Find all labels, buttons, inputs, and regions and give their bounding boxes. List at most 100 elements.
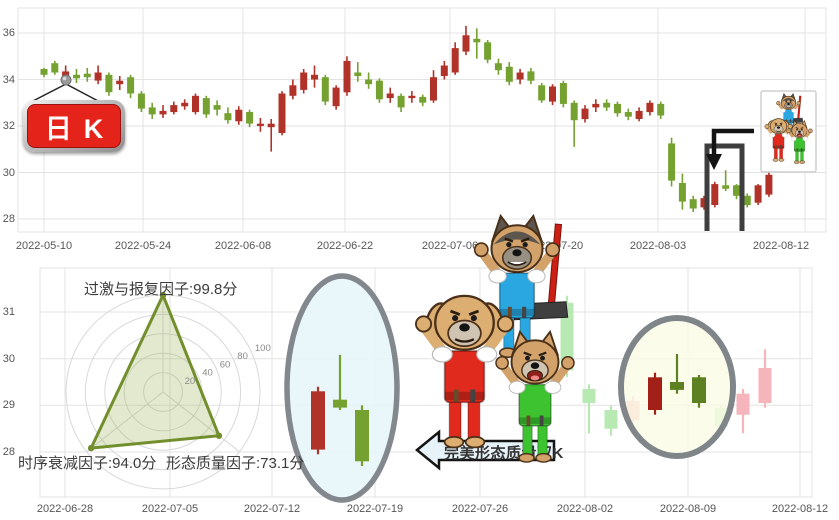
mini-blue-overalls-dog-with-hammer — [776, 92, 804, 134]
candle — [538, 83, 546, 103]
candle — [624, 108, 632, 121]
candle — [733, 184, 740, 200]
radar-chart: 20 40 60 80 100 — [65, 291, 271, 490]
candle — [343, 56, 351, 96]
radar-polygon — [88, 291, 222, 450]
template-candle — [333, 354, 347, 410]
y-axis-tick-label: 30 — [2, 352, 15, 365]
candle — [224, 107, 232, 124]
candle — [170, 101, 178, 115]
template-candle — [355, 405, 369, 466]
candle — [235, 106, 243, 125]
template-candle — [311, 386, 325, 455]
candle — [451, 42, 459, 75]
candle — [202, 95, 210, 118]
radar-tick-label: 40 — [202, 368, 213, 379]
perfect-pattern-template-candles — [311, 354, 369, 466]
red-overalls-dog — [415, 294, 514, 449]
y-axis-tick-label: 28 — [2, 213, 15, 225]
down-arrow-from-dog-box — [706, 128, 754, 170]
candle — [83, 67, 91, 82]
candle — [311, 65, 318, 88]
candle — [137, 91, 145, 112]
candle — [246, 109, 254, 128]
candle — [213, 100, 221, 116]
candle — [635, 107, 643, 122]
radar-factor-label-top: 过激与报复因子:99.8分 — [84, 281, 238, 298]
candle — [289, 79, 297, 100]
x-axis-tick-label: 2022-08-02 — [556, 503, 614, 515]
candle — [40, 67, 48, 78]
candle — [397, 93, 405, 112]
candle — [181, 99, 189, 110]
candle-faded — [758, 349, 772, 408]
x-axis-tick-label: 2022-07-12 — [243, 503, 301, 515]
x-axis-tick-label: 2022-07-26 — [451, 503, 509, 515]
candle — [105, 72, 113, 96]
candle — [332, 85, 340, 110]
candle — [375, 78, 383, 103]
candle — [516, 69, 524, 85]
candle — [494, 58, 502, 75]
top-chart-candles — [40, 26, 773, 212]
matched-candle — [670, 354, 684, 394]
y-axis-tick-label: 29 — [2, 399, 15, 412]
x-axis-tick-label: 2022-08-12 — [752, 240, 810, 252]
candle-faded — [582, 384, 596, 434]
candle — [473, 28, 481, 59]
matched-candle — [692, 375, 706, 408]
candle — [646, 100, 654, 116]
candle — [657, 101, 665, 119]
radar-factor-label-bottom-left: 时序衰减因子:94.0分 — [18, 455, 157, 472]
y-axis-tick-label: 31 — [2, 306, 15, 318]
candle — [614, 101, 621, 117]
candle — [116, 76, 124, 90]
candle — [549, 84, 556, 106]
candle — [743, 193, 751, 208]
candle — [321, 74, 329, 106]
candle — [419, 94, 427, 107]
daily-kline-sign-label: 日K — [27, 104, 121, 148]
candle-faded — [604, 405, 618, 436]
candle — [386, 87, 394, 103]
radar-tick-label: 100 — [255, 343, 271, 354]
candle — [94, 65, 102, 85]
x-axis-tick-label: 2022-05-10 — [15, 240, 73, 252]
x-axis-tick-label: 2022-06-22 — [316, 240, 374, 252]
candle — [711, 181, 719, 208]
radar-tick-label: 20 — [185, 376, 196, 387]
candle — [722, 170, 730, 192]
candle — [603, 99, 611, 111]
pattern-bracket — [704, 143, 745, 231]
y-axis-tick-label: 32 — [2, 120, 15, 132]
candle — [440, 60, 448, 80]
x-axis-tick-label: 2022-05-24 — [114, 240, 172, 252]
candle — [256, 117, 264, 132]
candle — [192, 93, 199, 115]
sign-hanging-pin — [30, 74, 101, 103]
candle — [408, 91, 416, 103]
candle — [267, 119, 275, 152]
candle — [527, 67, 535, 85]
x-axis-tick-label: 2022-06-08 — [214, 240, 272, 252]
mini-green-overalls-dog — [786, 119, 813, 164]
radar-tick-label: 60 — [220, 359, 231, 370]
candle — [484, 40, 492, 64]
x-axis-tick-label: 2022-07-06 — [421, 240, 479, 252]
candle — [581, 105, 589, 123]
candle — [505, 62, 513, 86]
x-axis-tick-label: 2022-07-19 — [346, 503, 404, 515]
candle — [700, 195, 708, 210]
candle-faded — [736, 389, 750, 434]
candle — [570, 100, 578, 147]
y-axis-tick-label: 30 — [2, 166, 15, 179]
x-axis-tick-label: 2022-06-28 — [36, 503, 94, 515]
candle — [462, 26, 470, 56]
candle — [73, 69, 80, 83]
x-axis-tick-label: 2022-07-05 — [141, 503, 199, 515]
candle — [678, 173, 686, 210]
candle — [559, 80, 567, 108]
green-overalls-dog — [495, 329, 575, 463]
candle — [592, 99, 600, 112]
candle — [689, 195, 697, 212]
